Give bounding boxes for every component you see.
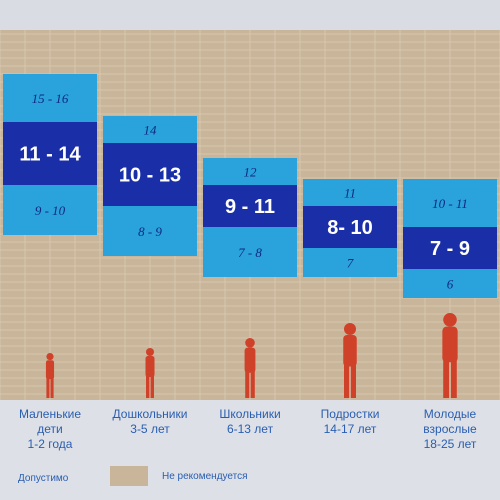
recommended-label: 7 - 9 <box>430 238 470 260</box>
recommended-band <box>203 185 297 227</box>
person-silhouette-icon <box>443 355 450 398</box>
category-label: 3-5 лет <box>130 422 170 436</box>
recommended-label: 10 - 13 <box>119 165 181 187</box>
category-label: взрослые <box>423 422 477 436</box>
acceptable-low-label: 7 - 8 <box>238 245 262 260</box>
person-silhouette-icon <box>350 360 356 398</box>
person-silhouette-icon <box>344 323 356 335</box>
person-silhouette-icon <box>245 338 255 348</box>
acceptable-low-label: 6 <box>447 277 454 292</box>
recommended-label: 8- 10 <box>327 217 373 239</box>
recommended-band <box>403 227 497 269</box>
category-label: 1-2 года <box>28 437 73 451</box>
category-label: Дошкольники <box>113 407 188 421</box>
person-silhouette-icon <box>245 368 250 398</box>
person-silhouette-icon <box>45 360 55 380</box>
category-label: дети <box>37 422 62 436</box>
person-silhouette-icon <box>343 335 357 367</box>
acceptable-low-label: 8 - 9 <box>138 224 162 239</box>
category-label: Подростки <box>321 407 380 421</box>
category-label: 14-17 лет <box>324 422 377 436</box>
person-silhouette-icon <box>450 355 457 398</box>
footer-background <box>0 400 500 500</box>
acceptable-high-label: 14 <box>144 123 158 138</box>
person-silhouette-icon <box>443 313 457 327</box>
category-label: Маленькие <box>19 407 81 421</box>
acceptable-low-label: 7 <box>347 256 354 271</box>
category-label: 18-25 лет <box>424 437 477 451</box>
person-silhouette-icon <box>244 347 256 373</box>
category-label: Молодые <box>424 407 477 421</box>
person-silhouette-icon <box>150 373 154 398</box>
category-label: 6-13 лет <box>227 422 274 436</box>
person-silhouette-icon <box>250 368 255 398</box>
person-silhouette-icon <box>442 326 458 363</box>
recommended-band <box>3 122 97 185</box>
person-silhouette-icon <box>145 356 155 377</box>
person-silhouette-icon <box>146 373 150 398</box>
person-silhouette-icon <box>50 375 54 398</box>
person-silhouette-icon <box>46 375 50 398</box>
recommended-band <box>303 206 397 248</box>
acceptable-low-label: 9 - 10 <box>35 203 66 218</box>
acceptable-high-label: 12 <box>244 165 258 180</box>
recommended-label: 11 - 14 <box>19 144 81 166</box>
recommended-label: 9 - 11 <box>225 196 275 218</box>
person-silhouette-icon <box>46 353 54 361</box>
acceptable-high-label: 10 - 11 <box>432 196 468 211</box>
person-silhouette-icon <box>146 348 154 356</box>
legend-label-not-recommended: Не рекомендуется <box>162 471 248 482</box>
legend-label-acceptable: Допустимо <box>18 473 69 484</box>
acceptable-high-label: 11 <box>344 186 356 201</box>
person-silhouette-icon <box>344 360 350 398</box>
legend-swatch-not-recommended <box>110 466 148 486</box>
recommended-band <box>103 143 197 206</box>
acceptable-high-label: 15 - 16 <box>32 91 69 106</box>
category-label: Школьники <box>219 407 280 421</box>
